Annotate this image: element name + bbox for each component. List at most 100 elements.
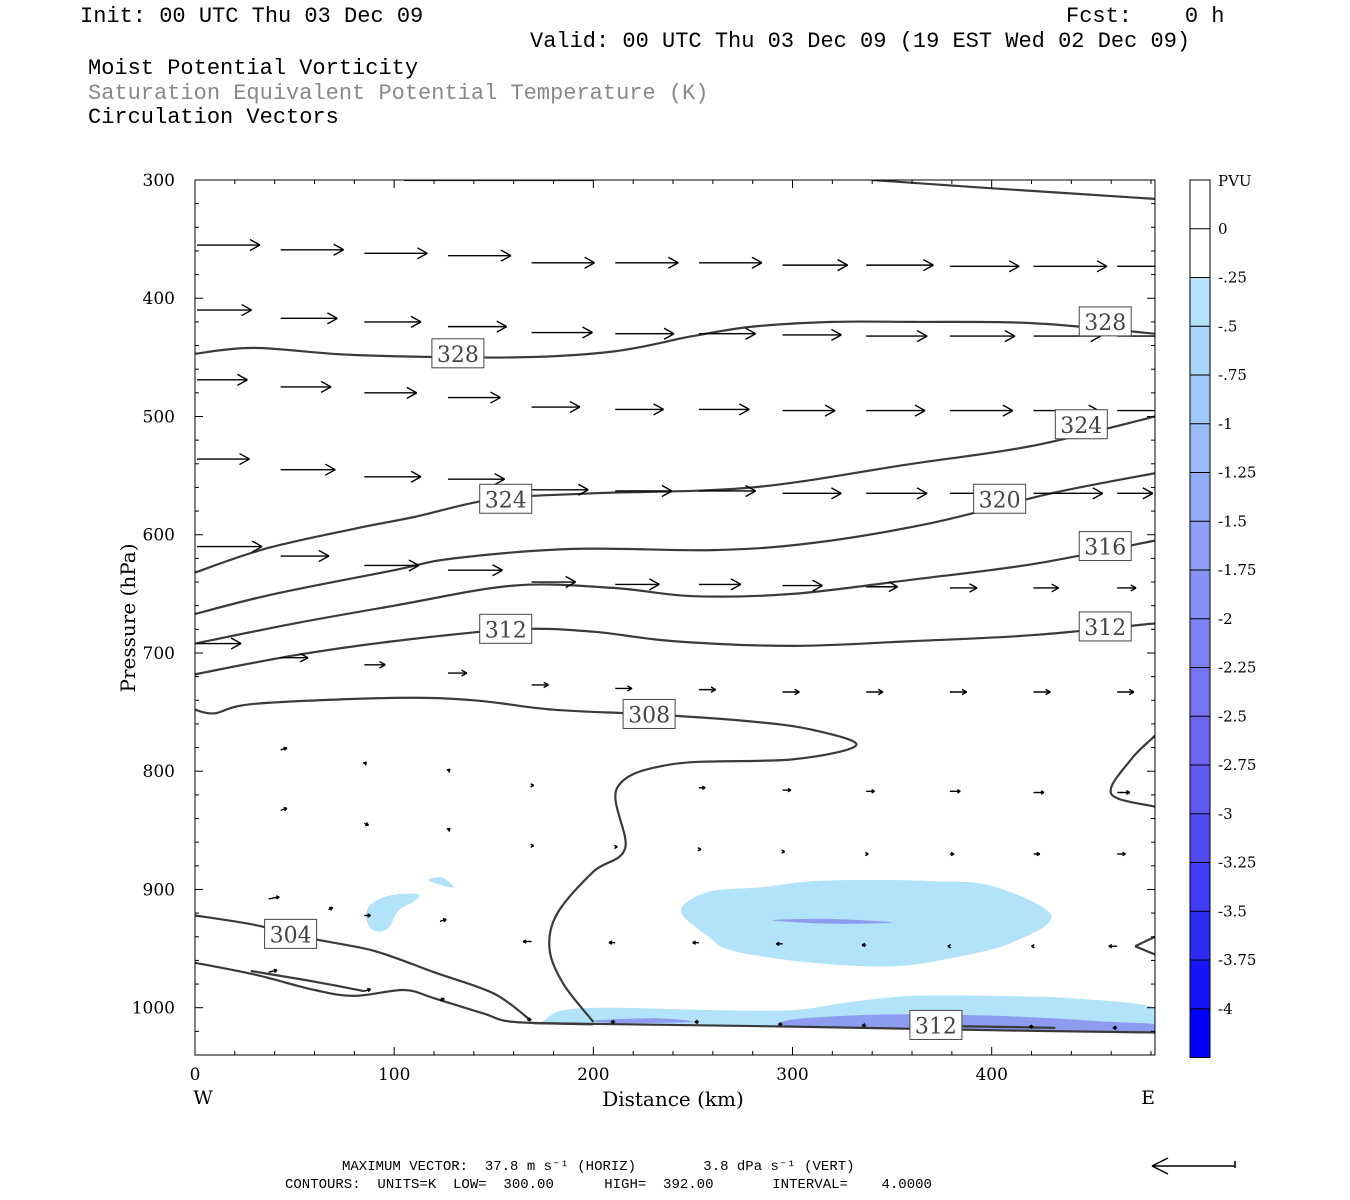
circulation-vector [866,329,928,343]
circulation-vector [610,1019,616,1025]
circulation-vector [1117,688,1135,696]
contour-label: 328 [1078,306,1132,337]
field-title-mpv: Moist Potential Vorticity [88,56,419,81]
colorbar-swatch [1190,472,1210,522]
circulation-vector [949,583,978,593]
colorbar-swatch [1190,180,1210,229]
circulation-vector [280,312,338,325]
circulation-vector [268,968,278,974]
circulation-vector [949,404,1014,417]
circulation-vector [280,380,332,394]
pv-shaded-region [592,1018,694,1024]
contour-label: 324 [479,483,533,514]
colorbar-swatch [1190,618,1210,668]
colorbar-label: -2 [1218,610,1233,628]
colorbar-label: -1.25 [1218,464,1256,482]
circulation-vector [615,484,673,498]
circulation-vector [782,259,848,272]
contour-label: 312 [1078,611,1132,642]
circulation-vector [364,660,386,669]
circulation-vector [778,1021,783,1027]
circulation-vector [1117,789,1131,796]
field-title-vectors: Circulation Vectors [88,105,339,130]
colorbar-swatch [1190,423,1210,473]
theta-e-contour [195,415,1155,574]
x-tick-label: 200 [577,1065,609,1085]
circulation-vector [866,404,926,417]
circulation-vector [781,849,785,854]
theta-e-contour [872,180,1155,200]
circulation-vector [1117,851,1126,857]
circulation-vector [615,256,679,269]
colorbar-swatch [1190,716,1210,765]
circulation-vector [1033,487,1104,500]
circulation-vector [694,1019,699,1025]
theta-e-contour [250,969,365,993]
y-tick-label: 500 [143,407,175,427]
circulation-vector [280,463,336,476]
circulation-vector [947,943,952,949]
circulation-vector [364,987,372,993]
svg-text:308: 308 [628,703,670,728]
pv-shaded-region [772,918,893,924]
circulation-vector [197,637,242,650]
colorbar-label: -3.25 [1218,854,1256,872]
colorbar-unit: PVU [1218,172,1252,190]
x-tick-label: 400 [975,1065,1007,1085]
circulation-vector [531,400,581,414]
circulation-vector [447,320,508,333]
circulation-vector [1117,487,1154,500]
circulation-vector [280,746,288,751]
circulation-vector [531,483,589,496]
circulation-vector [1031,943,1035,949]
x-tick-label: 0 [190,1065,201,1085]
y-axis-title: Pressure (hPa) [116,544,140,693]
contours-note: CONTOURS: UNITS=K LOW= 300.00 HIGH= 392.… [285,1177,932,1193]
svg-text:316: 316 [1084,536,1126,561]
circulation-vector [775,941,783,947]
colorbar-label: -4 [1218,1000,1233,1018]
circulation-vector [364,247,428,260]
circulation-vector [861,942,867,948]
y-tick-label: 600 [143,526,175,546]
circulation-vector [1117,584,1137,592]
circulation-vector [364,386,418,399]
svg-text:312: 312 [915,1014,957,1039]
circulation-vector [615,327,675,340]
field-title-thetae: Saturation Equivalent Potential Temperat… [88,81,709,106]
max-vector-note: MAXIMUM VECTOR: 37.8 m s⁻¹ (HORIZ) 3.8 d… [342,1159,855,1175]
circulation-vector [1117,265,1155,268]
svg-text:324: 324 [485,488,527,513]
circulation-vector [1117,409,1155,412]
circulation-vector [1033,851,1041,857]
circulation-vector [268,895,280,900]
x-axis-east-label: E [1141,1087,1155,1109]
circulation-vector [692,940,699,945]
colorbar-swatch [1190,375,1210,424]
contour-label: 324 [1054,409,1108,440]
circulation-vector [531,326,593,339]
circulation-vector [782,688,800,696]
x-axis-west-label: W [193,1087,213,1109]
circulation-vector [1112,1025,1118,1031]
colorbar-swatch [1190,570,1210,619]
circulation-vector [530,843,535,848]
theta-e-contour [195,622,1155,676]
circulation-vector [698,327,756,340]
colorbar-swatch [1190,911,1210,960]
contour-label: 304 [264,918,318,949]
theta-e-contour [195,320,1155,359]
circulation-vector [439,997,445,1002]
circulation-vector [866,487,928,500]
circulation-vector [1033,260,1108,273]
circulation-vector [197,373,248,386]
colorbar-label: -1.75 [1218,561,1256,579]
circulation-vector [698,686,717,693]
circulation-vector [364,315,422,329]
y-tick-label: 1000 [132,999,175,1019]
reference-vector-arrow [1151,1157,1236,1175]
y-tick-label: 400 [143,289,175,309]
theta-e-contour [195,539,1155,645]
colorbar-label: -.75 [1218,366,1247,384]
